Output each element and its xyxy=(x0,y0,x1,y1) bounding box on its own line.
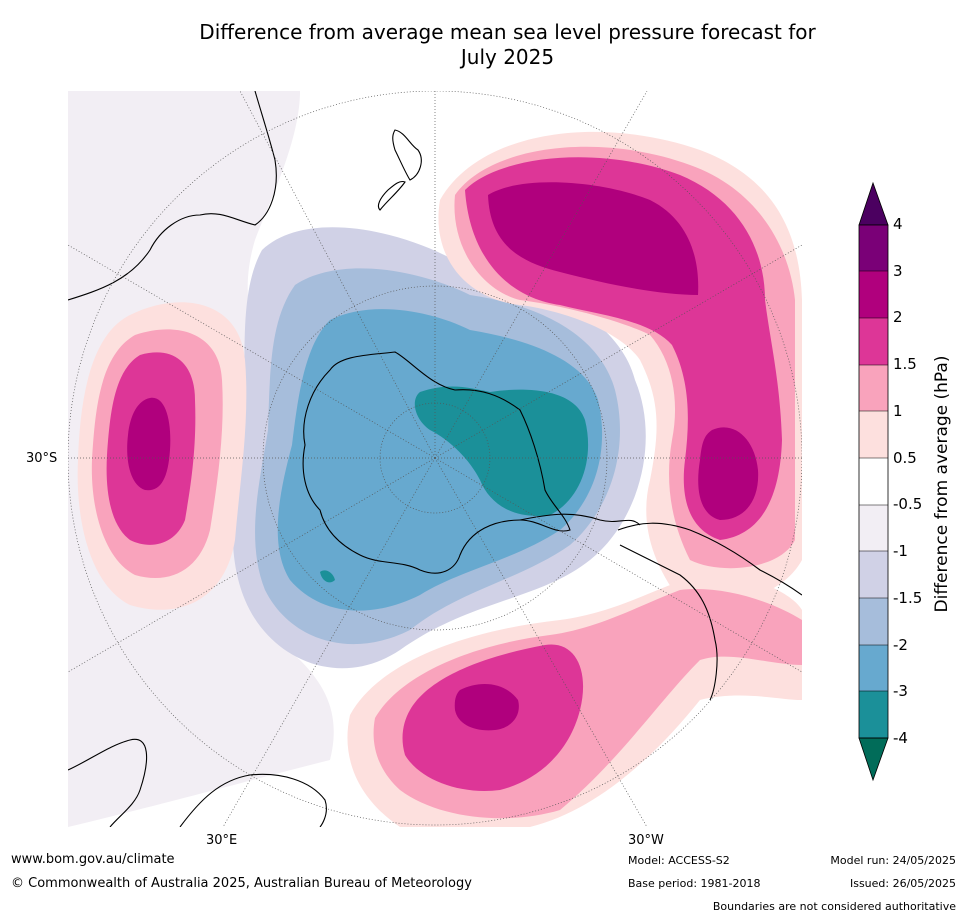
colorbar-segment-0-5-neg-0-5 xyxy=(859,458,888,505)
anomaly-region-plus-2-west xyxy=(127,397,171,491)
colorbar-segment-neg-3-neg-4 xyxy=(859,691,888,738)
colorbar-segment-2-1-5 xyxy=(859,318,888,365)
title-line-1: Difference from average mean sea level p… xyxy=(199,20,816,44)
graticule xyxy=(68,91,802,827)
colorbar-extend-top xyxy=(858,181,889,226)
anomaly-region-plus-2-north xyxy=(488,182,699,295)
map-panel xyxy=(68,91,802,827)
colorbar-tick: -4 xyxy=(893,729,908,747)
colorbar-tick: 0.5 xyxy=(893,449,917,467)
anomaly-region-plus-2-east xyxy=(698,427,759,520)
colorbar-tick: -3 xyxy=(893,682,908,700)
colorbar-tick: 2 xyxy=(893,308,903,326)
south-america-coastline xyxy=(617,522,802,701)
colorbar-segment-neg-2-neg-3 xyxy=(859,645,888,691)
africa-coastline xyxy=(68,738,327,827)
model-text: Model: ACCESS-S2 xyxy=(628,854,730,867)
colorbar-tick: 4 xyxy=(893,215,903,233)
colorbar xyxy=(858,181,889,782)
model-run-text: Model run: 24/05/2025 xyxy=(830,854,956,867)
colorbar-segment-neg-0-5-neg-1 xyxy=(859,505,888,551)
map-title: Difference from average mean sea level p… xyxy=(130,20,885,70)
new-zealand-south-coastline xyxy=(377,180,406,211)
new-zealand-north-coastline xyxy=(392,129,422,181)
australia-coastline xyxy=(68,91,277,301)
colorbar-tick: -1.5 xyxy=(893,589,923,607)
anomaly-region-minus-3 xyxy=(414,386,589,516)
issued-text: Issued: 26/05/2025 xyxy=(849,877,956,890)
lon-label-30e: 30°E xyxy=(206,833,238,848)
colorbar-tick: 1.5 xyxy=(893,355,917,373)
colorbar-segment-3-2 xyxy=(859,271,888,318)
anomaly-region-minus-2 xyxy=(277,309,603,611)
colorbar-tick: 1 xyxy=(893,402,903,420)
colorbar-label: Difference from average (hPa) xyxy=(932,355,952,613)
colorbar-tick: -0.5 xyxy=(893,495,923,513)
lat-label-30s: 30°S xyxy=(26,451,58,466)
disclaimer-text: Boundaries are not considered authoritat… xyxy=(712,900,956,913)
colorbar-extend-bottom xyxy=(858,737,889,782)
website-link[interactable]: www.bom.gov.au/climate xyxy=(11,852,175,867)
antarctica-coastline xyxy=(302,351,571,574)
colorbar-tick: -2 xyxy=(893,636,908,654)
colorbar-segment-1-0-5 xyxy=(859,411,888,458)
anomaly-region-minus-3-small xyxy=(320,570,335,583)
coastlines xyxy=(68,91,802,827)
colorbar-segment-1-5-1 xyxy=(859,365,888,411)
colorbar-segment-4-3 xyxy=(859,225,888,271)
colorbar-segment-neg-1-neg-1-5 xyxy=(859,551,888,598)
antarctic-peninsula-coastline xyxy=(519,513,641,526)
title-line-2: July 2025 xyxy=(460,45,555,69)
copyright-text: © Commonwealth of Australia 2025, Austra… xyxy=(11,876,472,891)
colorbar-segment-neg-1-5-neg-2 xyxy=(859,598,888,645)
anomaly-region-plus-2-south xyxy=(454,684,519,731)
colorbar-tick: -1 xyxy=(893,542,908,560)
base-period-text: Base period: 1981-2018 xyxy=(628,877,761,890)
lon-label-30w: 30°W xyxy=(628,833,664,848)
colorbar-tick: 3 xyxy=(893,262,903,280)
